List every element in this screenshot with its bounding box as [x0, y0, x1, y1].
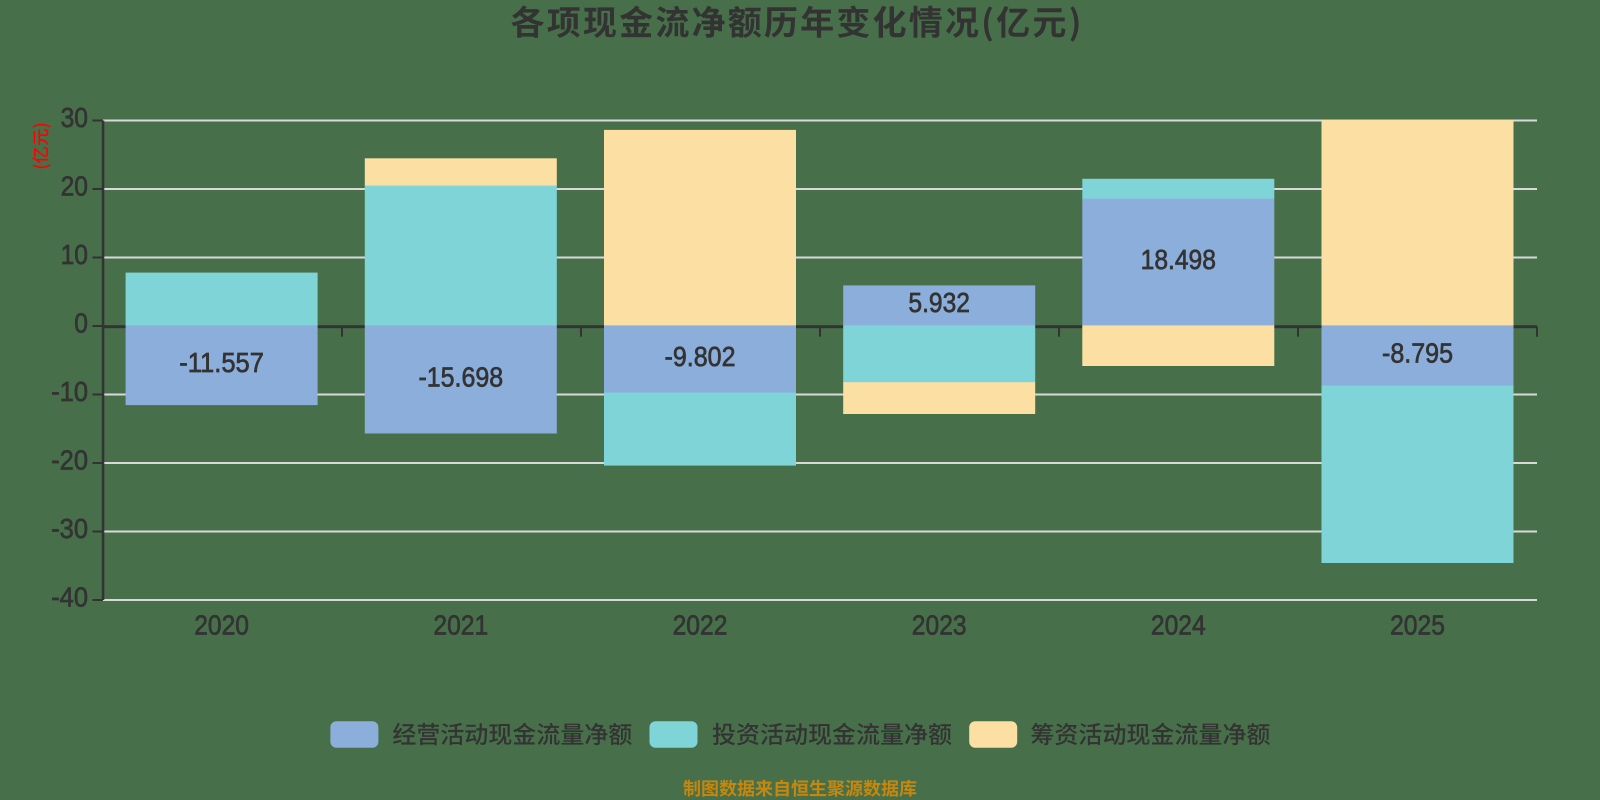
svg-text:2023: 2023 — [912, 610, 967, 641]
svg-text:30: 30 — [61, 102, 88, 133]
svg-text:-10: -10 — [51, 376, 88, 407]
svg-text:-15.698: -15.698 — [418, 361, 503, 392]
svg-text:-40: -40 — [51, 582, 88, 613]
svg-text:18.498: 18.498 — [1141, 244, 1216, 275]
svg-text:20: 20 — [61, 171, 88, 202]
svg-text:10: 10 — [61, 239, 88, 270]
svg-text:2024: 2024 — [1151, 610, 1206, 641]
svg-text:-8.795: -8.795 — [1382, 338, 1453, 369]
svg-text:-11.557: -11.557 — [179, 347, 264, 378]
svg-text:-9.802: -9.802 — [665, 341, 736, 372]
svg-text:-20: -20 — [51, 445, 88, 476]
svg-text:-30: -30 — [51, 513, 88, 544]
svg-text:2022: 2022 — [673, 610, 728, 641]
svg-text:2020: 2020 — [194, 610, 249, 641]
svg-text:2025: 2025 — [1390, 610, 1445, 641]
svg-text:0: 0 — [74, 308, 88, 339]
svg-text:5.932: 5.932 — [908, 287, 970, 318]
svg-text:2021: 2021 — [433, 610, 488, 641]
